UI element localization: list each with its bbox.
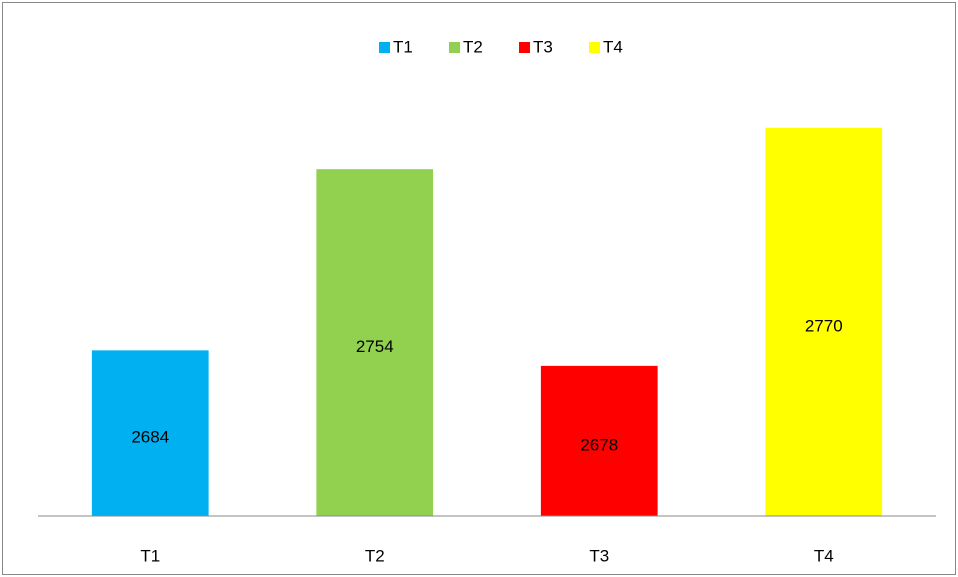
x-tick-label: T4: [814, 546, 834, 565]
data-label: 2754: [356, 337, 394, 356]
x-tick-label: T2: [365, 546, 385, 565]
legend-label: T3: [533, 37, 553, 56]
data-label: 2770: [805, 316, 843, 335]
legend-label: T1: [393, 37, 413, 56]
data-label: 2678: [580, 435, 618, 454]
legend-swatch: [519, 42, 530, 53]
legend-swatch: [589, 42, 600, 53]
legend-label: T2: [463, 37, 483, 56]
bar: [91, 350, 209, 516]
legend-swatch: [379, 42, 390, 53]
x-tick-label: T3: [589, 546, 609, 565]
data-label: 2684: [131, 428, 169, 447]
x-tick-label: T1: [140, 546, 160, 565]
bar: [540, 365, 658, 516]
legend-swatch: [449, 42, 460, 53]
legend-label: T4: [603, 37, 623, 56]
bar: [316, 169, 434, 517]
bar: [765, 127, 883, 516]
